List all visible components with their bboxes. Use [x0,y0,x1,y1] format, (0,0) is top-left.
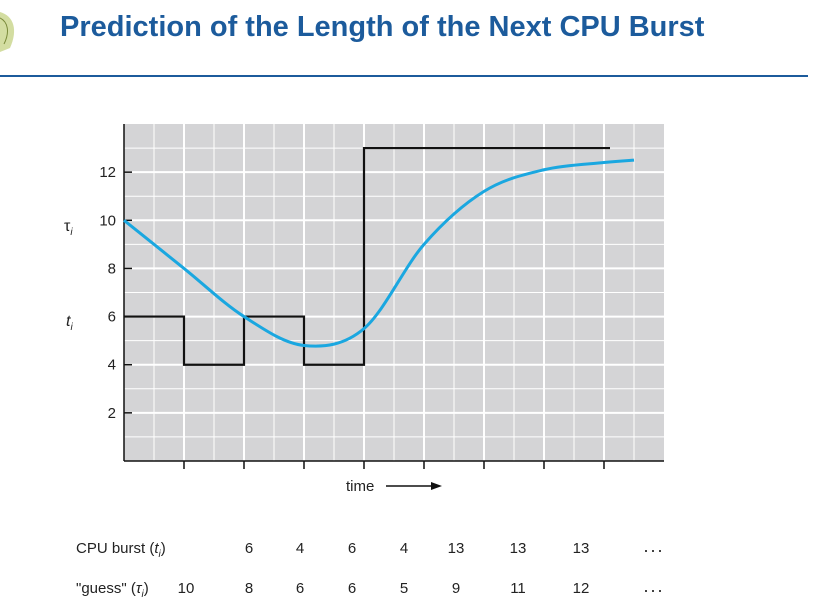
table-cell: 6 [347,540,357,557]
table-cell: 12 [572,580,590,597]
y-tick-label: 6 [108,309,116,326]
slide-title: Prediction of the Length of the Next CPU… [60,11,705,43]
y-tick-label: 10 [99,212,116,229]
table-cell: 8 [244,580,254,597]
table-cell: 6 [347,580,357,597]
table-cell: 13 [447,540,465,557]
guess-smooth-curve [123,158,635,348]
t-axis-symbol: ti [66,313,73,333]
table-cell: 4 [295,540,305,557]
table-cell: 4 [399,540,409,557]
table-cell: 11 [510,580,526,597]
table-cell: 5 [399,580,409,597]
table-row-label: CPU burst (ti) [76,540,166,560]
cpu-burst-step-line [124,146,610,366]
table-cell: 9 [451,580,461,597]
table-cell: 10 [177,580,195,597]
x-axis-label: time [346,478,374,495]
table-ellipsis: ... [643,576,665,596]
table-cell: 6 [244,540,254,557]
table-ellipsis: ... [643,536,665,556]
y-tick-label: 2 [108,405,116,422]
table-cell: 13 [509,540,527,557]
table-row-label: "guess" (τi) [76,580,149,600]
y-tick-label: 12 [99,164,116,181]
x-axis-arrow-head [431,482,442,490]
y-tick-label: 4 [108,357,116,374]
table-cell: 6 [295,580,305,597]
table-cell: 13 [572,540,590,557]
corner-decoration [0,12,15,52]
y-tick-label: 8 [108,260,116,277]
title-divider [0,75,808,77]
tau-axis-symbol: τi [64,218,73,238]
burst-prediction-chart: 2 4 6 8 10 12 time τi ti [64,124,664,495]
